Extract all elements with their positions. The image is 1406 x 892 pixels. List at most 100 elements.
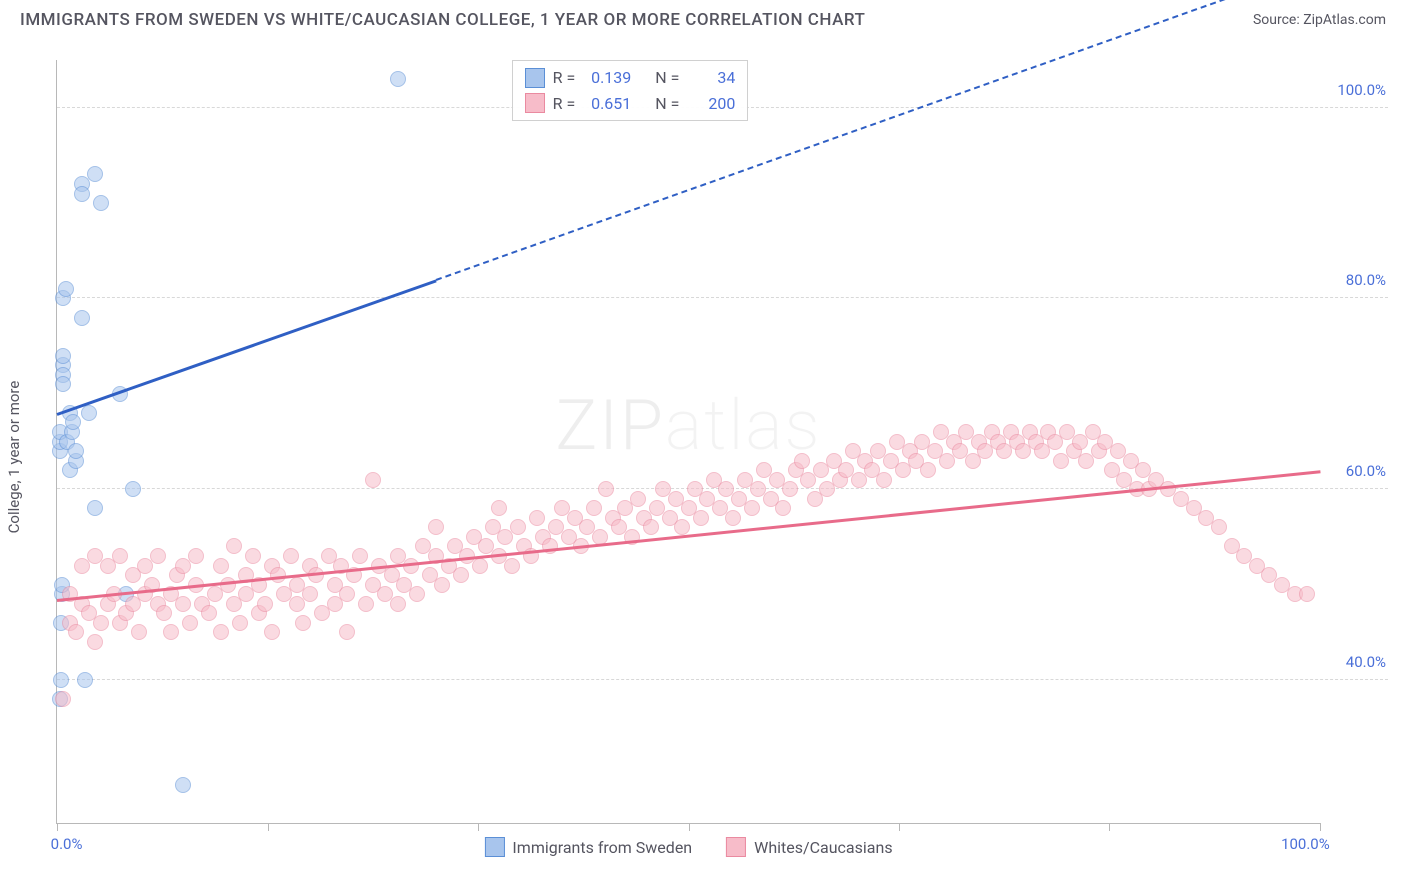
scatter-point-sweden <box>74 186 90 202</box>
source-label: Source: <box>1253 12 1300 28</box>
scatter-point-whites <box>188 548 204 564</box>
y-tick-label: 80.0% <box>1346 271 1386 289</box>
legend-N-label: N = <box>655 65 679 91</box>
scatter-point-whites <box>175 596 191 612</box>
scatter-point-whites <box>453 567 469 583</box>
scatter-point-whites <box>68 624 84 640</box>
scatter-point-whites <box>365 472 381 488</box>
scatter-point-whites <box>232 615 248 631</box>
scatter-point-sweden <box>74 310 90 326</box>
scatter-point-sweden <box>81 405 97 421</box>
scatter-point-sweden <box>53 672 69 688</box>
scatter-point-sweden <box>390 71 406 87</box>
scatter-point-whites <box>1211 519 1227 535</box>
scatter-point-whites <box>510 519 526 535</box>
chart-header: IMMIGRANTS FROM SWEDEN VS WHITE/CAUCASIA… <box>0 0 1406 36</box>
scatter-point-whites <box>131 624 147 640</box>
chart-source: Source: ZipAtlas.com <box>1253 12 1386 28</box>
legend-R-value-sweden: 0.139 <box>583 65 631 91</box>
scatter-point-whites <box>213 558 229 574</box>
scatter-point-whites <box>428 519 444 535</box>
trend-line <box>436 0 1321 281</box>
series-legend-item-whites: Whites/Caucasians <box>726 837 892 857</box>
scatter-point-whites <box>213 624 229 640</box>
scatter-point-whites <box>245 548 261 564</box>
scatter-point-whites <box>725 510 741 526</box>
x-tick <box>899 823 900 831</box>
y-tick-label: 60.0% <box>1346 462 1386 480</box>
x-tick <box>478 823 479 831</box>
legend-row-whites: R =0.651 N =200 <box>525 91 736 117</box>
series-label-sweden: Immigrants from Sweden <box>512 838 692 857</box>
scatter-point-whites <box>693 510 709 526</box>
scatter-point-whites <box>434 577 450 593</box>
legend-row-sweden: R = 0.139 N = 34 <box>525 65 736 91</box>
scatter-point-whites <box>598 481 614 497</box>
series-legend-item-sweden: Immigrants from Sweden <box>484 837 692 857</box>
scatter-point-whites <box>491 500 507 516</box>
x-tick <box>1109 823 1110 831</box>
scatter-point-sweden <box>55 376 71 392</box>
scatter-point-whites <box>55 691 71 707</box>
scatter-point-whites <box>390 596 406 612</box>
scatter-point-sweden <box>68 443 84 459</box>
legend-N-label: N = <box>655 91 679 117</box>
scatter-point-sweden <box>125 481 141 497</box>
x-tick-label: 100.0% <box>1281 835 1330 853</box>
trend-line <box>57 279 437 415</box>
series-swatch-whites <box>726 837 746 857</box>
scatter-point-whites <box>257 596 273 612</box>
scatter-point-whites <box>264 624 280 640</box>
scatter-point-whites <box>163 624 179 640</box>
scatter-point-sweden <box>77 672 93 688</box>
scatter-point-whites <box>472 558 488 574</box>
series-label-whites: Whites/Caucasians <box>754 838 892 857</box>
scatter-point-whites <box>529 510 545 526</box>
source-name: ZipAtlas.com <box>1303 12 1386 28</box>
scatter-point-whites <box>295 615 311 631</box>
scatter-point-whites <box>794 453 810 469</box>
x-tick <box>689 823 690 831</box>
gridline-h <box>57 679 1388 680</box>
watermark-a: ZIP <box>555 385 665 467</box>
scatter-point-whites <box>283 548 299 564</box>
scatter-point-whites <box>744 500 760 516</box>
scatter-point-whites <box>226 538 242 554</box>
plot-area: ZIPatlas 40.0%60.0%80.0%100.0%0.0%100.0%… <box>56 60 1320 824</box>
scatter-point-whites <box>775 500 791 516</box>
scatter-point-whites <box>302 586 318 602</box>
legend-N-value-sweden: 34 <box>687 65 735 91</box>
scatter-point-sweden <box>55 348 71 364</box>
legend-R-label: R = <box>553 91 576 117</box>
scatter-point-whites <box>182 615 198 631</box>
scatter-point-whites <box>630 491 646 507</box>
legend-swatch-whites <box>525 93 545 113</box>
scatter-point-whites <box>409 586 425 602</box>
scatter-point-whites <box>504 558 520 574</box>
scatter-point-whites <box>920 462 936 478</box>
scatter-point-whites <box>674 519 690 535</box>
x-tick <box>1320 823 1321 831</box>
scatter-point-whites <box>352 548 368 564</box>
watermark: ZIPatlas <box>555 385 821 467</box>
scatter-point-sweden <box>58 281 74 297</box>
y-tick-label: 100.0% <box>1337 81 1386 99</box>
series-swatch-sweden <box>484 837 504 857</box>
scatter-point-sweden <box>65 414 81 430</box>
scatter-point-whites <box>876 472 892 488</box>
scatter-point-sweden <box>93 195 109 211</box>
x-tick <box>268 823 269 831</box>
legend-swatch-sweden <box>525 68 545 88</box>
scatter-point-whites <box>1299 586 1315 602</box>
y-tick-label: 40.0% <box>1346 653 1386 671</box>
legend-R-value-whites: 0.651 <box>583 91 631 117</box>
chart-container: College, 1 year or more ZIPatlas 40.0%60… <box>18 44 1388 870</box>
scatter-point-whites <box>150 548 166 564</box>
legend-R-label: R = <box>553 65 576 91</box>
scatter-point-whites <box>782 481 798 497</box>
scatter-point-sweden <box>87 166 103 182</box>
scatter-point-whites <box>201 605 217 621</box>
scatter-point-whites <box>586 500 602 516</box>
correlation-legend: R =0.139 N =34R =0.651 N =200 <box>512 60 749 121</box>
chart-title: IMMIGRANTS FROM SWEDEN VS WHITE/CAUCASIA… <box>20 10 865 30</box>
